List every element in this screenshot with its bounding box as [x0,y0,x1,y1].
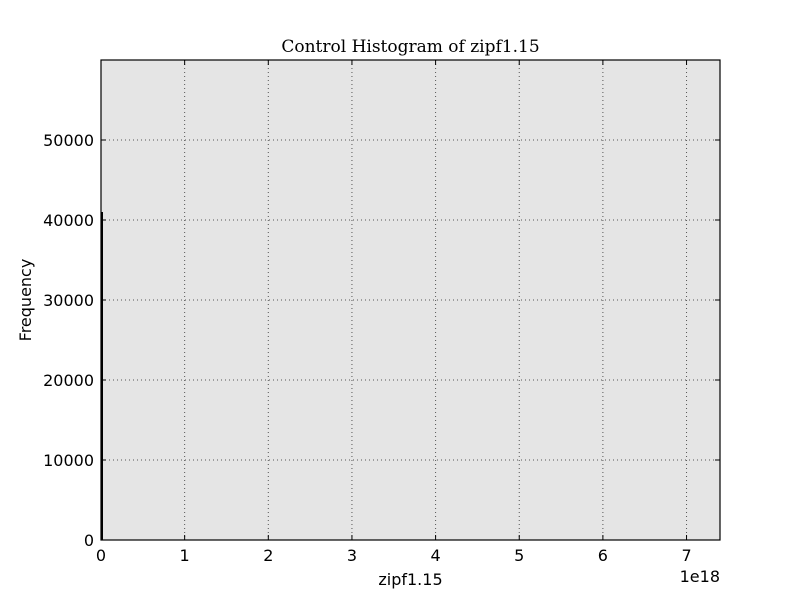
x-axis-label: zipf1.15 [378,570,442,589]
x-tick-label: 1 [180,546,190,565]
x-tick-label: 4 [431,546,441,565]
x-tick-label: 6 [598,546,608,565]
histogram-bars [101,212,103,540]
chart-title: Control Histogram of zipf1.15 [281,37,539,57]
x-tick-label: 7 [681,546,691,565]
y-tick-label: 50000 [43,131,94,150]
x-tick-label: 5 [514,546,524,565]
y-tick-label: 40000 [43,211,94,230]
y-tick-label: 30000 [43,291,94,310]
axis-ticks: 0 1 2 3 4 5 6 7 0 10000 20000 30000 40000 50000 [43,60,720,565]
y-axis-label: Frequency [16,259,35,342]
grid-lines [101,60,720,540]
y-tick-label: 0 [84,531,94,550]
x-tick-label: 3 [347,546,357,565]
y-tick-label: 10000 [43,451,94,470]
plot-area [101,60,720,540]
x-axis-offset-label: 1e18 [680,567,720,586]
histogram-bar [101,212,103,540]
x-tick-label: 0 [96,546,106,565]
x-tick-label: 2 [263,546,273,565]
y-tick-label: 20000 [43,371,94,390]
